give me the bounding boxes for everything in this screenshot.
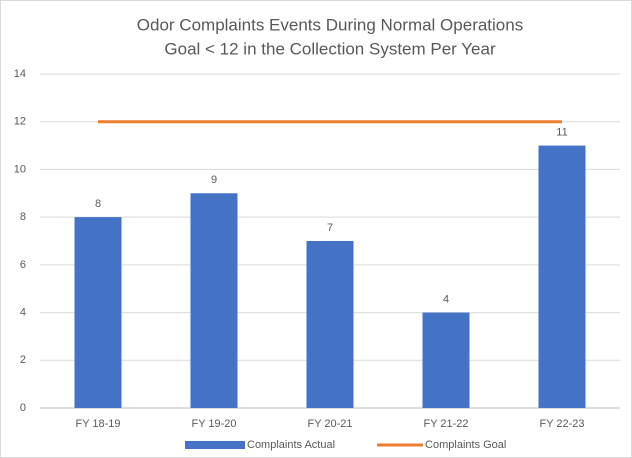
data-label: 4 bbox=[443, 293, 449, 305]
legend-label: Complaints Actual bbox=[247, 439, 335, 451]
y-tick-label: 4 bbox=[20, 306, 26, 318]
data-label: 7 bbox=[327, 222, 333, 234]
data-label: 8 bbox=[95, 198, 101, 210]
x-tick-label: FY 19-20 bbox=[191, 418, 236, 430]
chart-title: Odor Complaints Events During Normal Ope… bbox=[137, 15, 523, 34]
bar bbox=[422, 312, 470, 408]
bar bbox=[74, 217, 122, 408]
y-tick-label: 14 bbox=[14, 68, 26, 80]
x-tick-label: FY 22-23 bbox=[539, 418, 584, 430]
x-tick-label: FY 21-22 bbox=[423, 418, 468, 430]
bar bbox=[190, 193, 238, 408]
legend-swatch bbox=[185, 441, 245, 449]
x-tick-label: FY 20-21 bbox=[307, 418, 352, 430]
y-tick-label: 12 bbox=[14, 116, 26, 128]
y-tick-label: 10 bbox=[14, 163, 26, 175]
data-label: 9 bbox=[211, 174, 217, 186]
y-tick-label: 6 bbox=[20, 259, 26, 271]
bar bbox=[306, 241, 354, 408]
data-label: 11 bbox=[556, 126, 567, 138]
y-tick-label: 0 bbox=[20, 402, 26, 414]
x-tick-label: FY 18-19 bbox=[75, 418, 120, 430]
chart-subtitle: Goal < 12 in the Collection System Per Y… bbox=[164, 39, 496, 58]
y-tick-label: 8 bbox=[20, 211, 26, 223]
bar bbox=[538, 145, 586, 409]
y-tick-label: 2 bbox=[20, 354, 26, 366]
legend-label: Complaints Goal bbox=[425, 439, 506, 451]
